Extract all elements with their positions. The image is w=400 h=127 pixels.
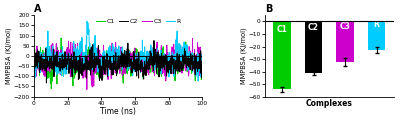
C3 bbox=[84, 89, 89, 90]
C1 bbox=[134, 59, 139, 61]
Y-axis label: MMPBSA (KJ/mol): MMPBSA (KJ/mol) bbox=[6, 28, 12, 84]
C1 bbox=[160, 60, 164, 62]
C3 bbox=[32, 72, 36, 73]
R bbox=[200, 66, 204, 68]
X-axis label: Time (ns): Time (ns) bbox=[100, 107, 136, 116]
R bbox=[134, 65, 139, 66]
C1 bbox=[49, 88, 54, 89]
C1 bbox=[139, 69, 144, 71]
C1 bbox=[200, 65, 204, 67]
C2 bbox=[130, 65, 134, 66]
C2 bbox=[42, 59, 47, 60]
C2 bbox=[177, 54, 182, 55]
C1 bbox=[59, 37, 64, 39]
C2 bbox=[139, 59, 144, 61]
Line: C2: C2 bbox=[34, 41, 202, 83]
R bbox=[159, 62, 164, 64]
R bbox=[85, 21, 90, 22]
C2 bbox=[44, 82, 49, 84]
R bbox=[177, 55, 182, 57]
Bar bbox=[336, 21, 354, 62]
R bbox=[130, 60, 134, 61]
C3 bbox=[134, 65, 139, 66]
X-axis label: Complexes: Complexes bbox=[306, 99, 353, 108]
Text: B: B bbox=[265, 4, 272, 14]
C1 bbox=[32, 59, 36, 60]
C1 bbox=[177, 56, 182, 58]
C3 bbox=[159, 57, 164, 58]
Text: R: R bbox=[374, 20, 380, 29]
C3 bbox=[42, 74, 47, 75]
Bar bbox=[305, 21, 322, 73]
R bbox=[32, 61, 36, 62]
C2 bbox=[160, 67, 164, 69]
Text: C2: C2 bbox=[308, 23, 319, 32]
Legend: C1, C2, C3, R: C1, C2, C3, R bbox=[95, 18, 182, 25]
Line: R: R bbox=[34, 21, 202, 81]
Bar bbox=[273, 21, 291, 89]
C2 bbox=[200, 77, 204, 78]
Text: C3: C3 bbox=[340, 22, 350, 31]
Text: C1: C1 bbox=[276, 25, 288, 34]
R bbox=[196, 80, 200, 82]
C3 bbox=[190, 38, 195, 39]
Text: A: A bbox=[34, 4, 42, 14]
C3 bbox=[177, 49, 182, 50]
C3 bbox=[130, 55, 134, 57]
R bbox=[139, 62, 144, 64]
C3 bbox=[139, 67, 144, 68]
C1 bbox=[42, 57, 47, 58]
C2 bbox=[32, 75, 36, 76]
R bbox=[42, 61, 47, 63]
Line: C3: C3 bbox=[34, 39, 202, 90]
C2 bbox=[134, 59, 139, 60]
C2 bbox=[152, 40, 156, 41]
C1 bbox=[130, 65, 134, 66]
Line: C1: C1 bbox=[34, 38, 202, 89]
C3 bbox=[200, 60, 204, 61]
Y-axis label: MMPBSA (KJ/mol): MMPBSA (KJ/mol) bbox=[240, 28, 247, 84]
Bar bbox=[368, 21, 385, 50]
